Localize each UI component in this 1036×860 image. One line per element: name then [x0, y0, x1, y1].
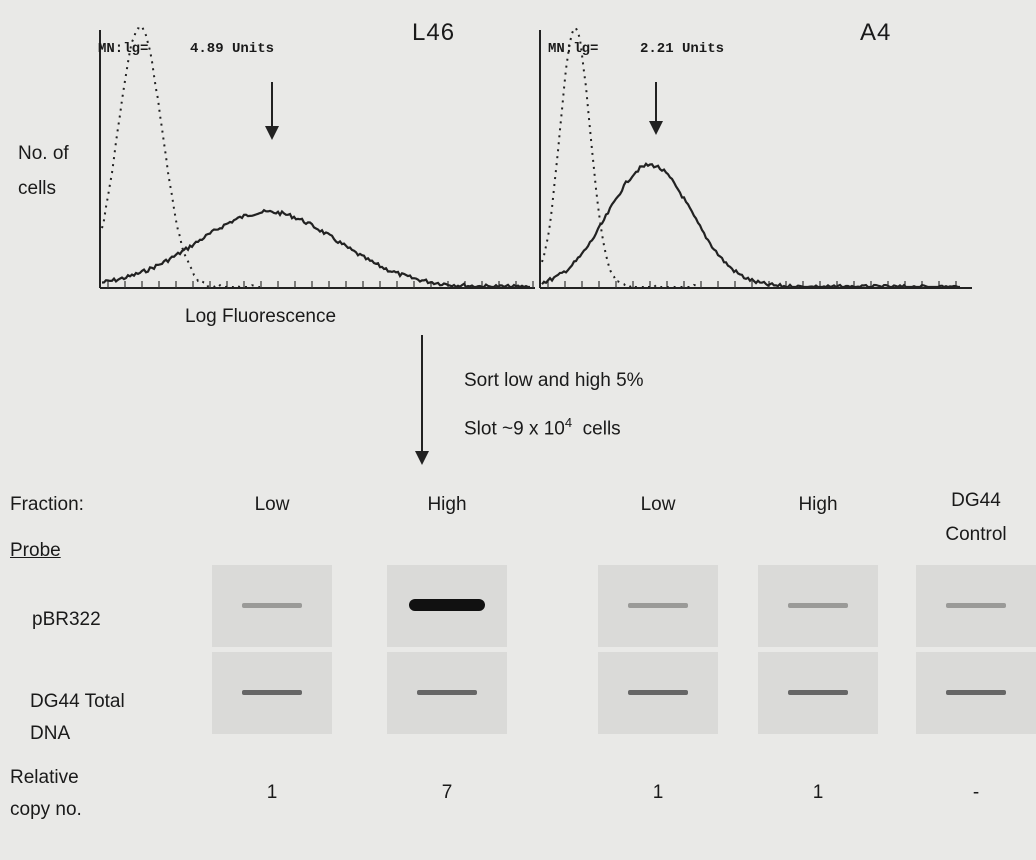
row-label: pBR322 [32, 605, 101, 635]
slot-text: Slot ~9 x 104 cells [464, 408, 621, 444]
slot-prefix: Slot ~9 x 10 [464, 418, 565, 439]
band [628, 603, 688, 608]
mean-value: 4.89 Units [190, 34, 274, 64]
arrow-head [649, 121, 663, 135]
panel-label: A4 [860, 18, 891, 48]
fraction: High [427, 490, 466, 520]
copy-number: 7 [442, 778, 453, 808]
fraction: DG44 Control [931, 484, 1021, 552]
control-histogram [102, 27, 260, 288]
band [946, 603, 1006, 608]
copy-number: 1 [813, 778, 824, 808]
figure: MN:lg= 4.89 Units L46 MN:lg= 2.21 Units … [0, 0, 1036, 860]
fraction: High [798, 490, 837, 520]
histogram [542, 164, 960, 287]
band [788, 690, 848, 695]
slot-suffix: cells [583, 418, 621, 439]
band [409, 599, 485, 611]
copy-label: Relative copy no. [10, 762, 110, 826]
control-histogram [542, 28, 700, 287]
histogram [102, 210, 530, 287]
band [417, 690, 477, 695]
band [242, 603, 302, 608]
arrow-head [265, 126, 279, 140]
x-axis-label: Log Fluorescence [185, 302, 336, 332]
y-axis-label: No. of cells [18, 136, 98, 206]
mean-label: MN:lg= [548, 34, 598, 64]
band [946, 690, 1006, 695]
arrow-head [415, 451, 429, 465]
copy-number: 1 [653, 778, 664, 808]
band [628, 690, 688, 695]
row-label: DG44 Total DNA [30, 686, 140, 750]
sort-text: Sort low and high 5% [464, 366, 644, 396]
slot-exponent: 4 [565, 415, 572, 430]
band [242, 690, 302, 695]
mean-label: MN:lg= [98, 34, 148, 64]
mean-value: 2.21 Units [640, 34, 724, 64]
panel-label: L46 [412, 18, 455, 48]
copy-number: - [973, 778, 979, 808]
copy-number: 1 [267, 778, 278, 808]
band [788, 603, 848, 608]
fraction: Low [255, 490, 290, 520]
probe-label: Probe [10, 536, 61, 566]
fraction: Low [641, 490, 676, 520]
fraction-label: Fraction: [10, 490, 84, 520]
